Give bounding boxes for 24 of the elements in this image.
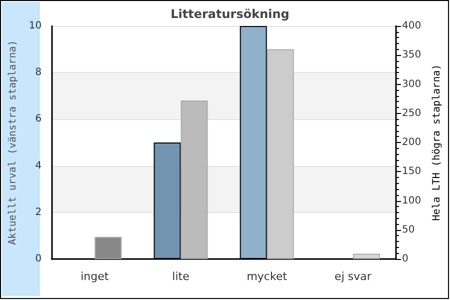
bar [352,254,380,259]
y2-tick-label: 300 [402,78,422,90]
y2-tick-label: 100 [402,195,422,206]
y2-tick-label: 350 [402,50,422,61]
y2-tick-label: 400 [402,20,422,32]
y2-tick-label: 0 [402,254,408,264]
x-tick-label: mycket [246,270,288,283]
y2-tick-label: 50 [402,224,415,236]
y2-axis-title: Hela LTH (högra staplarna) [432,64,442,221]
y2-tick-label: 200 [402,137,422,148]
y-tick-label: 2 [35,206,42,218]
y-tick-label: 6 [35,114,42,125]
chart-title: Litteratursökning [170,7,290,21]
y2-tick-label: 150 [402,166,422,178]
x-tick-label: lite [172,270,190,283]
y-tick-label: 0 [35,254,42,264]
y-axis-title: Aktuellt urval (vänstra staplarna) [8,40,18,245]
bar [94,236,122,259]
x-tick-label: ej svar [334,270,372,283]
x-tick-label: inget [80,270,110,283]
y-tick-label: 4 [35,160,42,172]
y-tick-label: 10 [28,20,42,32]
y-tick-label: 8 [35,67,42,78]
y2-tick-label: 250 [402,108,422,119]
